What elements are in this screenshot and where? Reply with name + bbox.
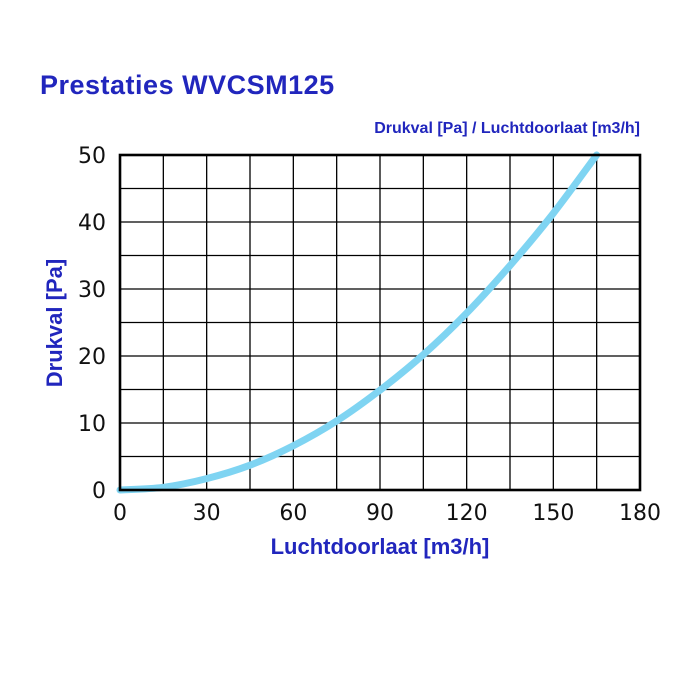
page-title: Prestaties WVCSM125 [40, 70, 335, 100]
y-tick-label: 50 [78, 144, 106, 169]
x-tick-label: 150 [532, 501, 574, 526]
x-tick-label: 60 [279, 501, 307, 526]
y-tick-label: 20 [78, 345, 106, 370]
x-tick-label: 30 [193, 501, 221, 526]
x-tick-label: 120 [446, 501, 488, 526]
chart-header: Drukval [Pa] / Luchtdoorlaat [m3/h] [374, 120, 640, 137]
series-line-drukval [116, 151, 601, 494]
y-tick-label: 0 [92, 479, 106, 504]
x-tick-label: 0 [113, 501, 127, 526]
y-tick-label: 40 [78, 211, 106, 236]
y-axis-label: Drukval [Pa] [42, 258, 67, 388]
tick-labels: 0 30 60 90 120 150 180 0 10 20 30 40 50 [78, 144, 661, 526]
x-tick-label: 90 [366, 501, 394, 526]
plot-border [118, 153, 642, 492]
x-tick-label: 180 [619, 501, 661, 526]
x-axis-label: Luchtdoorlaat [m3/h] [270, 534, 490, 559]
y-tick-label: 10 [78, 412, 106, 437]
y-tick-label: 30 [78, 278, 106, 303]
